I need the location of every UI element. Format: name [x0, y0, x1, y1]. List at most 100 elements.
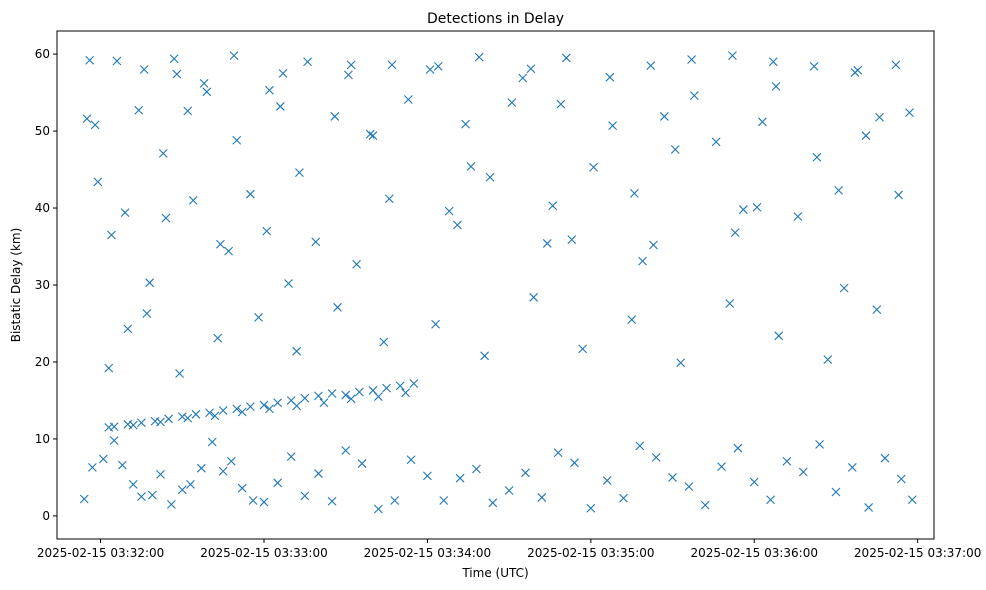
data-point [232, 135, 242, 145]
data-point [687, 55, 696, 64]
data-point [839, 283, 849, 293]
data-point [390, 496, 400, 505]
data-point [771, 82, 781, 91]
data-point [431, 319, 440, 329]
data-point [330, 112, 340, 121]
data-point [259, 400, 269, 410]
data-point [387, 60, 397, 70]
data-point [619, 493, 628, 503]
data-point [259, 497, 269, 507]
data-point [202, 87, 212, 97]
data-point [112, 56, 122, 66]
data-point [346, 394, 356, 404]
data-point [177, 485, 187, 495]
data-point [137, 418, 146, 428]
data-point [504, 486, 514, 495]
y-tick-label: 30 [35, 278, 50, 292]
data-point [90, 120, 100, 130]
data-point [556, 99, 566, 109]
data-point [245, 189, 255, 199]
y-tick-label: 50 [35, 124, 50, 138]
data-point [368, 131, 378, 141]
data-point [295, 168, 304, 178]
data-point [341, 390, 351, 400]
data-point [605, 72, 615, 82]
data-point [638, 256, 647, 266]
data-point [635, 441, 645, 451]
data-point [847, 463, 857, 472]
data-point [373, 504, 383, 514]
data-point [107, 230, 116, 240]
data-point [630, 189, 639, 198]
data-point [218, 466, 228, 476]
data-point [327, 496, 337, 506]
data-point [455, 473, 465, 483]
data-point [199, 78, 209, 88]
data-point [758, 117, 767, 127]
data-point [433, 62, 443, 71]
data-point [766, 495, 775, 505]
data-point [850, 68, 860, 77]
data-point [286, 452, 296, 462]
data-point [169, 54, 179, 64]
data-point [651, 453, 661, 462]
data-point [98, 454, 108, 464]
data-point [403, 95, 413, 104]
data-point [183, 106, 193, 116]
data-point [823, 355, 833, 365]
data-points [79, 51, 917, 514]
data-point [352, 259, 361, 269]
data-point [224, 246, 233, 256]
data-point [570, 458, 579, 468]
data-point [134, 105, 144, 115]
data-point [254, 312, 263, 322]
data-point [292, 346, 302, 356]
data-point [303, 57, 312, 67]
data-point [461, 119, 470, 129]
data-point [382, 383, 391, 393]
data-point [472, 464, 481, 474]
data-point [589, 162, 598, 172]
data-point [191, 409, 201, 419]
data-point [104, 423, 114, 432]
data-point [834, 185, 844, 195]
data-point [278, 68, 288, 78]
data-point [161, 213, 171, 223]
data-point [700, 500, 710, 510]
data-point [216, 239, 225, 249]
data-point [480, 351, 489, 361]
data-point [188, 195, 198, 205]
data-point [725, 299, 735, 308]
data-point [627, 315, 637, 325]
data-point [542, 239, 552, 248]
data-point [123, 324, 133, 334]
data-point [864, 503, 874, 512]
data-point [156, 469, 165, 479]
data-point [521, 468, 530, 478]
x-tick-label: 2025-02-15 03:37:00 [854, 546, 981, 560]
data-point [646, 61, 656, 71]
data-point [602, 476, 612, 485]
data-point [894, 190, 903, 200]
data-point [872, 305, 882, 315]
data-point [798, 467, 808, 477]
x-tick-label: 2025-02-15 03:32:00 [37, 546, 164, 560]
data-point [262, 226, 272, 236]
data-point [526, 64, 536, 74]
data-point [752, 202, 762, 212]
data-point [553, 448, 563, 458]
data-point [728, 51, 737, 61]
data-point [425, 65, 435, 74]
data-point [507, 98, 517, 107]
data-point [354, 387, 364, 397]
data-point [79, 494, 89, 504]
data-point [676, 358, 686, 368]
data-point [738, 205, 748, 214]
y-tick-label: 0 [42, 509, 50, 523]
chart-title: Detections in Delay [427, 11, 564, 27]
data-point [466, 162, 476, 171]
data-point [273, 398, 283, 408]
data-point [327, 389, 337, 398]
x-tick-label: 2025-02-15 03:34:00 [364, 546, 491, 560]
data-point [88, 463, 97, 472]
